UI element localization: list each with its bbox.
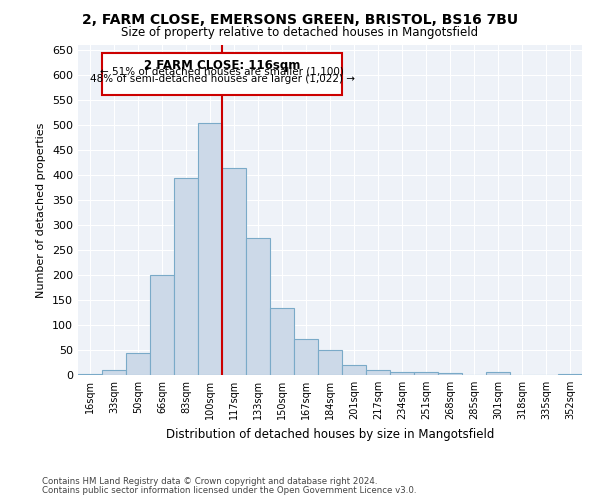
Bar bbox=[150, 275, 174, 375]
Bar bbox=[78, 374, 102, 375]
Text: Size of property relative to detached houses in Mangotsfield: Size of property relative to detached ho… bbox=[121, 26, 479, 39]
Text: 2, FARM CLOSE, EMERSONS GREEN, BRISTOL, BS16 7BU: 2, FARM CLOSE, EMERSONS GREEN, BRISTOL, … bbox=[82, 12, 518, 26]
Bar bbox=[486, 372, 510, 375]
Bar bbox=[342, 365, 366, 375]
Bar bbox=[270, 308, 294, 375]
Bar bbox=[438, 372, 462, 375]
Bar bbox=[102, 52, 342, 95]
Bar bbox=[222, 168, 246, 375]
Bar bbox=[318, 350, 342, 375]
Bar bbox=[366, 370, 390, 375]
Bar bbox=[198, 122, 222, 375]
Bar bbox=[174, 178, 198, 375]
Bar bbox=[246, 238, 270, 375]
Text: Contains HM Land Registry data © Crown copyright and database right 2024.: Contains HM Land Registry data © Crown c… bbox=[42, 477, 377, 486]
Bar bbox=[414, 372, 438, 375]
Bar bbox=[126, 352, 150, 375]
Bar bbox=[294, 338, 318, 375]
Text: ← 51% of detached houses are smaller (1,100): ← 51% of detached houses are smaller (1,… bbox=[100, 66, 344, 76]
Text: 48% of semi-detached houses are larger (1,022) →: 48% of semi-detached houses are larger (… bbox=[89, 74, 355, 84]
Bar bbox=[558, 374, 582, 375]
Text: Contains public sector information licensed under the Open Government Licence v3: Contains public sector information licen… bbox=[42, 486, 416, 495]
Bar bbox=[102, 370, 126, 375]
Y-axis label: Number of detached properties: Number of detached properties bbox=[37, 122, 46, 298]
Bar bbox=[390, 372, 414, 375]
Text: 2 FARM CLOSE: 116sqm: 2 FARM CLOSE: 116sqm bbox=[144, 58, 300, 71]
X-axis label: Distribution of detached houses by size in Mangotsfield: Distribution of detached houses by size … bbox=[166, 428, 494, 440]
